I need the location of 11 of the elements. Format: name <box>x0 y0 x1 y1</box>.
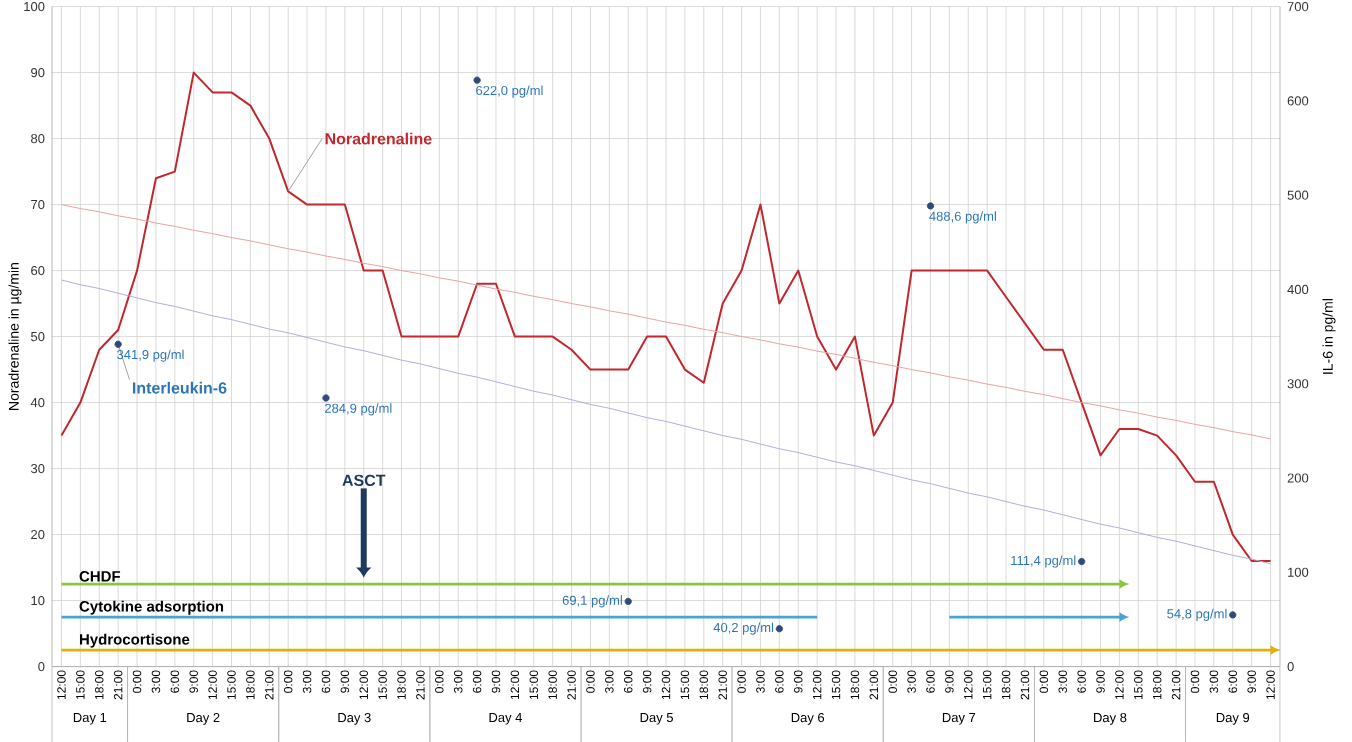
point <box>775 625 783 633</box>
point <box>926 202 935 210</box>
point <box>624 597 632 606</box>
text: Interleukin-6 <box>132 381 227 394</box>
point <box>473 76 481 84</box>
text: Noradrenaline <box>325 132 432 145</box>
point <box>322 394 330 402</box>
point <box>1229 611 1237 619</box>
point <box>1078 557 1086 566</box>
point <box>114 340 122 348</box>
annotation: ASCT <box>342 474 386 486</box>
